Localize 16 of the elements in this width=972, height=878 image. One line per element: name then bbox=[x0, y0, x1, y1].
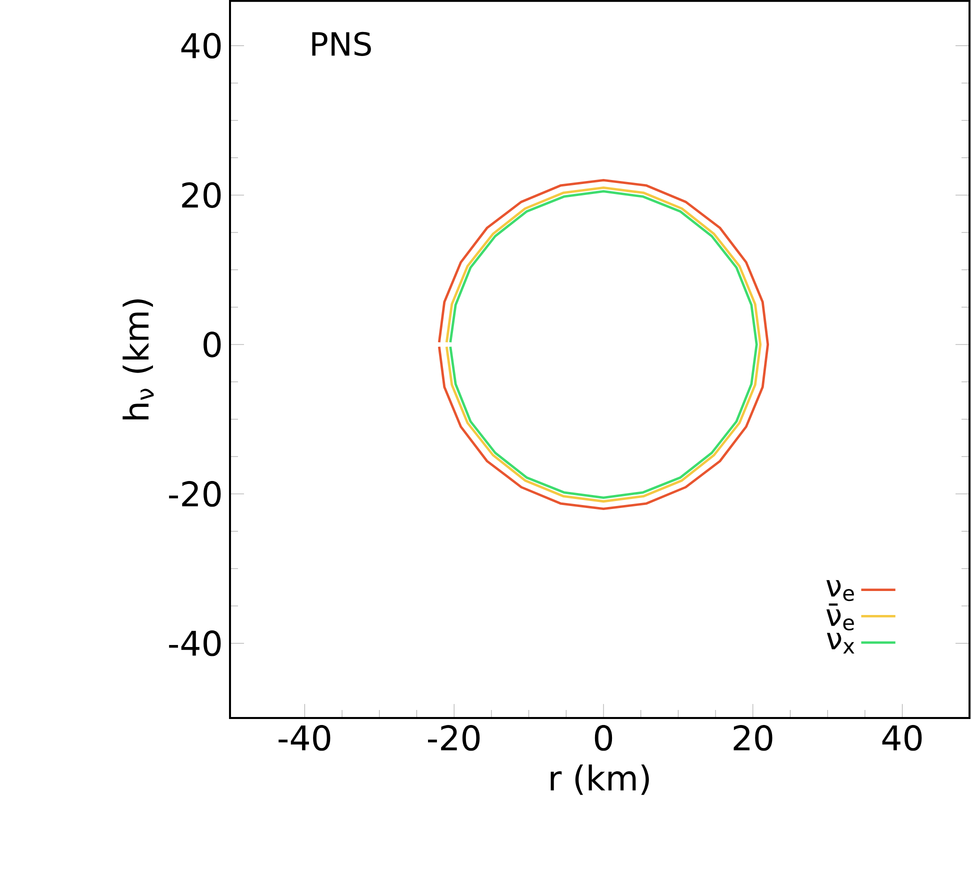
x-tick-label: -20 bbox=[428, 725, 480, 751]
y-axis-title: h$_{ν}$ (km) bbox=[122, 299, 154, 420]
legend-label: ν$_{x}$ bbox=[826, 632, 854, 654]
x-axis-title: r (km) bbox=[550, 764, 649, 795]
x-tick-label: -40 bbox=[278, 725, 330, 751]
annotation: PNS bbox=[312, 32, 371, 56]
legend-label: ν$_{e}$ bbox=[826, 580, 854, 602]
y-tick-label: -20 bbox=[169, 481, 221, 507]
y-tick-label: -40 bbox=[169, 630, 221, 656]
x-tick-label: 40 bbox=[882, 725, 922, 751]
x-tick-label: 20 bbox=[734, 725, 772, 751]
y-tick-label: 0 bbox=[204, 332, 221, 358]
legend-label: ν̄$_{e}$ bbox=[826, 603, 854, 630]
y-tick-label: 20 bbox=[182, 182, 221, 208]
y-tick-label: 40 bbox=[181, 32, 221, 59]
x-tick-label: 0 bbox=[594, 725, 612, 751]
